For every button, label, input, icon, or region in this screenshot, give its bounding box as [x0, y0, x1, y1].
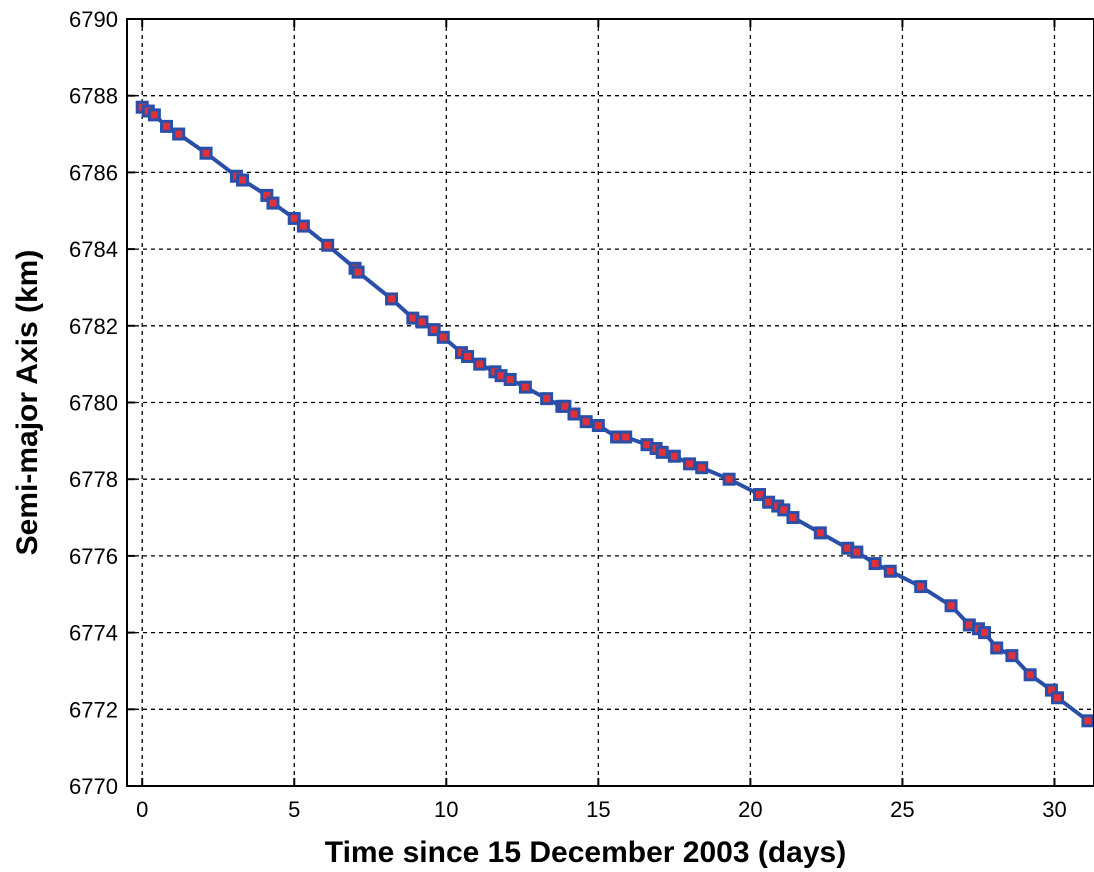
y-tick-label: 6784 [69, 237, 118, 262]
data-point-marker [518, 380, 532, 394]
x-tick-label: 10 [434, 797, 458, 822]
x-axis-label: Time since 15 December 2003 (days) [325, 836, 846, 869]
axis-ticks [127, 18, 1056, 787]
data-point-marker [473, 357, 487, 371]
data-point-marker [321, 238, 335, 252]
series-line [141, 105, 1090, 723]
data-point-marker [683, 457, 697, 471]
data-point-marker [427, 323, 441, 337]
data-point-marker [786, 511, 800, 525]
data-point-marker [978, 626, 992, 640]
data-point-marker [868, 557, 882, 571]
grid-lines [127, 18, 1094, 787]
data-point-marker [695, 461, 709, 475]
data-point-marker [147, 108, 161, 122]
data-point-marker [579, 415, 593, 429]
y-tick-label: 6790 [69, 7, 118, 32]
y-tick-label: 6770 [69, 774, 118, 799]
data-point-marker [619, 430, 633, 444]
data-point-marker [385, 292, 399, 306]
data-point-marker [1023, 668, 1037, 682]
y-tick-label: 6776 [69, 544, 118, 569]
data-point-marker [591, 419, 605, 433]
data-point-marker [160, 119, 174, 133]
data-point-marker [266, 196, 280, 210]
data-point-marker [436, 330, 450, 344]
data-point-marker [415, 315, 429, 329]
data-point-marker [540, 392, 554, 406]
data-point-marker [236, 173, 250, 187]
data-point-marker [1051, 691, 1065, 705]
y-tick-label: 6786 [69, 160, 118, 185]
x-tick-label: 5 [288, 797, 300, 822]
data-point-marker [753, 488, 767, 502]
y-tick-label: 6780 [69, 391, 118, 416]
y-tick-label: 6774 [69, 621, 118, 646]
y-tick-label: 6772 [69, 697, 118, 722]
x-tick-labels: 0 5 10 15 20 25 30 [136, 797, 1067, 822]
data-point-marker [1005, 649, 1019, 663]
data-point-marker [850, 545, 864, 559]
y-tick-label: 6782 [69, 314, 118, 339]
data-point-marker [883, 564, 897, 578]
y-tick-label: 6788 [69, 84, 118, 109]
data-point-marker [1081, 714, 1094, 728]
data-point-marker [461, 349, 475, 363]
data-point-marker [655, 445, 669, 459]
data-point-marker [667, 449, 681, 463]
x-tick-label: 30 [1042, 797, 1066, 822]
data-point-marker [558, 399, 572, 413]
data-point-marker [503, 372, 517, 386]
y-tick-label: 6778 [69, 467, 118, 492]
data-point-marker [990, 641, 1004, 655]
data-point-marker [944, 599, 958, 613]
data-point-marker [172, 127, 186, 141]
data-point-marker [351, 265, 365, 279]
data-point-marker [199, 146, 213, 160]
x-tick-label: 20 [738, 797, 762, 822]
data-point-marker [287, 211, 301, 225]
y-axis-label: Semi-major Axis (km) [11, 250, 44, 556]
x-tick-label: 15 [586, 797, 610, 822]
data-point-marker [567, 407, 581, 421]
x-tick-label: 0 [136, 797, 148, 822]
y-tick-labels: 6770 6772 6774 6776 6778 6780 6782 6784 6786 6788… [69, 7, 118, 799]
data-point-marker [296, 219, 310, 233]
x-tick-label: 25 [890, 797, 914, 822]
data-point-marker [777, 503, 791, 517]
data-point-marker [914, 580, 928, 594]
data-point-marker [813, 526, 827, 540]
data-point-marker [722, 472, 736, 486]
plot-frame [126, 18, 1094, 787]
data-series [135, 100, 1094, 728]
